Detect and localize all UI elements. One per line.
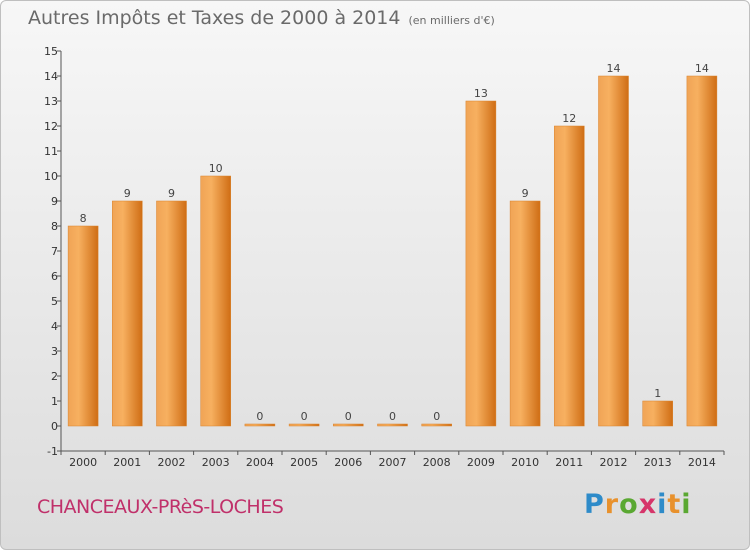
x-tick-label: 2013 <box>644 456 672 469</box>
y-tick-label: 6 <box>51 270 58 283</box>
y-tick-label: 8 <box>51 220 58 233</box>
y-tick-label: 13 <box>44 95 58 108</box>
value-label: 9 <box>522 187 529 200</box>
x-tick-label: 2004 <box>246 456 274 469</box>
value-label: 12 <box>562 112 576 125</box>
bar <box>554 125 585 427</box>
value-label: 0 <box>433 410 440 423</box>
x-tick-label: 2000 <box>69 456 97 469</box>
y-tick-label: 11 <box>44 145 58 158</box>
commune-name: CHANCEAUX-PRèS-LOCHES <box>37 496 284 518</box>
value-label: 8 <box>80 212 87 225</box>
logo-letter: i <box>681 489 692 520</box>
bar <box>67 225 99 427</box>
y-tick-label: 4 <box>51 320 58 333</box>
y-tick-label: 3 <box>51 345 58 358</box>
value-label: 9 <box>124 187 131 200</box>
bar <box>377 423 408 427</box>
y-tick-label: 7 <box>51 245 58 258</box>
logo-letter: x <box>638 489 658 520</box>
chart-unit: (en milliers d'€) <box>408 14 495 27</box>
value-label: 0 <box>301 410 308 423</box>
chart-title: Autres Impôts et Taxes de 2000 à 2014 (en… <box>28 7 495 29</box>
value-label: 10 <box>209 162 223 175</box>
x-tick-label: 2006 <box>334 456 362 469</box>
x-tick-label: 2012 <box>600 456 628 469</box>
bar <box>465 100 497 427</box>
y-tick-label: 10 <box>44 170 58 183</box>
y-tick-label: 9 <box>51 195 58 208</box>
bar <box>244 423 276 427</box>
x-tick-label: 2011 <box>555 456 583 469</box>
y-tick-label: 0 <box>51 420 58 433</box>
value-label: 1 <box>654 387 661 400</box>
x-tick-label: 2009 <box>467 456 495 469</box>
bar <box>288 423 320 427</box>
x-tick-label: 2008 <box>423 456 451 469</box>
proxiti-logo: Proxiti <box>584 489 692 520</box>
bar <box>686 75 718 427</box>
y-tick-label: 14 <box>44 70 58 83</box>
x-tick-label: 2007 <box>379 456 407 469</box>
y-tick-label: 1 <box>51 395 58 408</box>
x-tick-label: 2001 <box>113 456 141 469</box>
value-label: 9 <box>168 187 175 200</box>
y-tick-label: 5 <box>51 295 58 308</box>
value-label: 0 <box>256 410 263 423</box>
value-label: 13 <box>474 87 488 100</box>
chart-labels: 8 9 9 10 0 0 0 0 0 13 9 12 14 1 14 <box>80 62 709 423</box>
bar <box>598 75 629 427</box>
chart-title-text: Autres Impôts et Taxes de 2000 à 2014 <box>28 7 401 29</box>
y-tick-label: 12 <box>44 120 58 133</box>
y-tick-label: 15 <box>44 45 58 58</box>
bar <box>509 200 541 427</box>
bar <box>200 175 231 427</box>
logo-letter: r <box>604 489 620 520</box>
logo-letter: o <box>619 489 639 520</box>
x-tick-label: 2002 <box>158 456 186 469</box>
bar <box>333 423 364 427</box>
y-tick-label: 2 <box>51 370 58 383</box>
logo-letter: i <box>657 489 668 520</box>
value-label: 14 <box>695 62 709 75</box>
bar <box>642 400 673 427</box>
bar <box>421 423 452 427</box>
y-tick-label: -1 <box>47 445 58 458</box>
bar <box>112 200 143 427</box>
value-label: 0 <box>389 410 396 423</box>
x-tick-label: 2010 <box>511 456 539 469</box>
bar <box>156 200 187 427</box>
value-label: 0 <box>345 410 352 423</box>
x-tick-label: 2005 <box>290 456 318 469</box>
x-tick-label: 2003 <box>202 456 230 469</box>
value-label: 14 <box>607 62 621 75</box>
x-tick-label: 2014 <box>688 456 716 469</box>
logo-letter: P <box>584 489 605 520</box>
logo-letter: t <box>667 489 682 520</box>
chart-bars <box>67 75 718 427</box>
